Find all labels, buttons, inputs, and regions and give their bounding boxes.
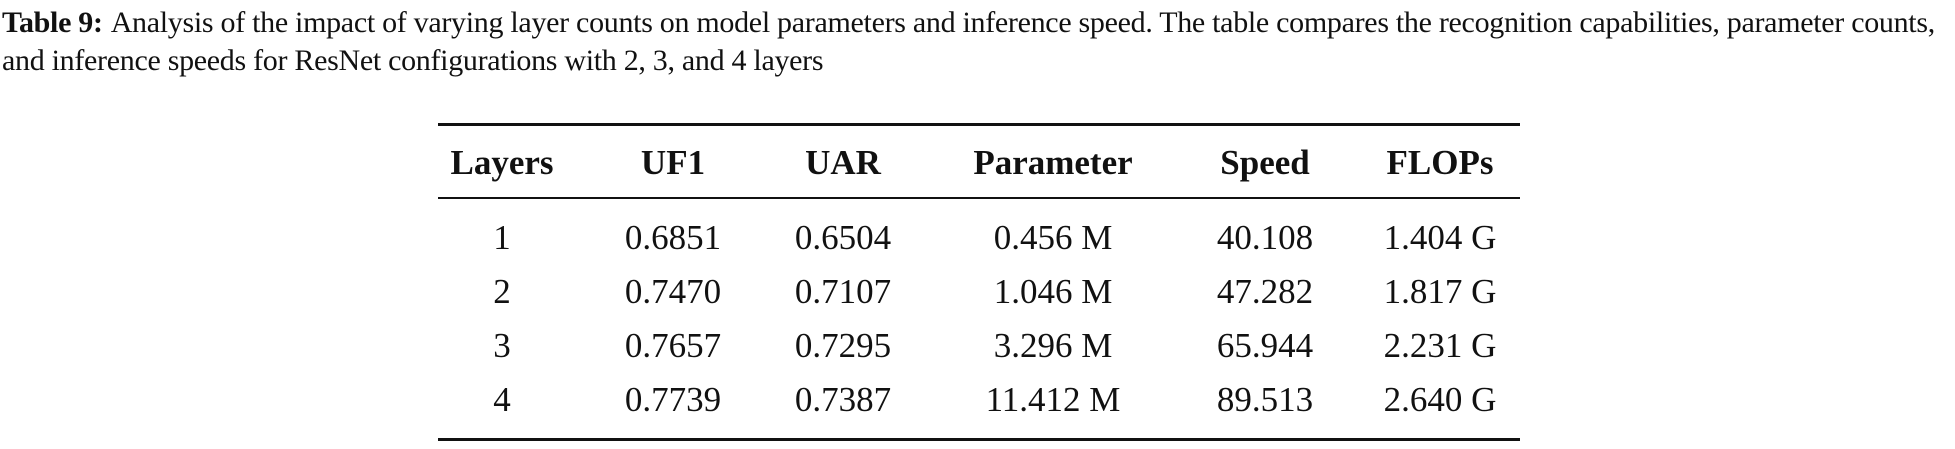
table-cell: 2 [493, 272, 511, 311]
table-cell: 0.6851 [624, 218, 722, 257]
table-cell: 2.231 G [1383, 326, 1497, 365]
header-cell: Speed [1220, 143, 1310, 182]
header-cell: UAR [805, 143, 881, 182]
mid-rule [438, 197, 1520, 199]
header-cell: FLOPs [1386, 143, 1494, 182]
table-cell: 2.640 G [1383, 380, 1497, 419]
table-cell: 1.046 M [993, 272, 1113, 311]
table-cell: 89.513 [1216, 380, 1314, 419]
table-cell: 40.108 [1216, 218, 1314, 257]
bottom-rule [438, 438, 1520, 441]
caption-text: Analysis of the impact of varying layer … [2, 6, 1935, 77]
table-cell: 0.7657 [624, 326, 722, 365]
table-cell: 0.7739 [624, 380, 722, 419]
header-cell: Layers [450, 143, 554, 182]
table-cell: 3 [493, 326, 511, 365]
caption: Table 9: Analysis of the impact of varyin… [2, 4, 1950, 80]
table-cell: 1.404 G [1383, 218, 1497, 257]
table-cell: 1.817 G [1383, 272, 1497, 311]
table-cell: 3.296 M [993, 326, 1113, 365]
table-cell: 0.456 M [993, 218, 1113, 257]
header-cell: Parameter [973, 143, 1133, 182]
table-cell: 4 [493, 380, 511, 419]
top-rule [438, 123, 1520, 126]
table-cell: 0.7295 [794, 326, 892, 365]
table-cell: 0.7387 [794, 380, 892, 419]
table-cell: 0.7107 [794, 272, 892, 311]
table-cell: 1 [493, 218, 511, 257]
table-cell: 11.412 M [985, 380, 1121, 419]
caption-label: Table 9: [2, 6, 103, 39]
table-cell: 0.6504 [794, 218, 892, 257]
table-cell: 65.944 [1216, 326, 1314, 365]
header-cell: UF1 [640, 143, 706, 182]
table-cell: 47.282 [1216, 272, 1314, 311]
table-cell: 0.7470 [624, 272, 722, 311]
